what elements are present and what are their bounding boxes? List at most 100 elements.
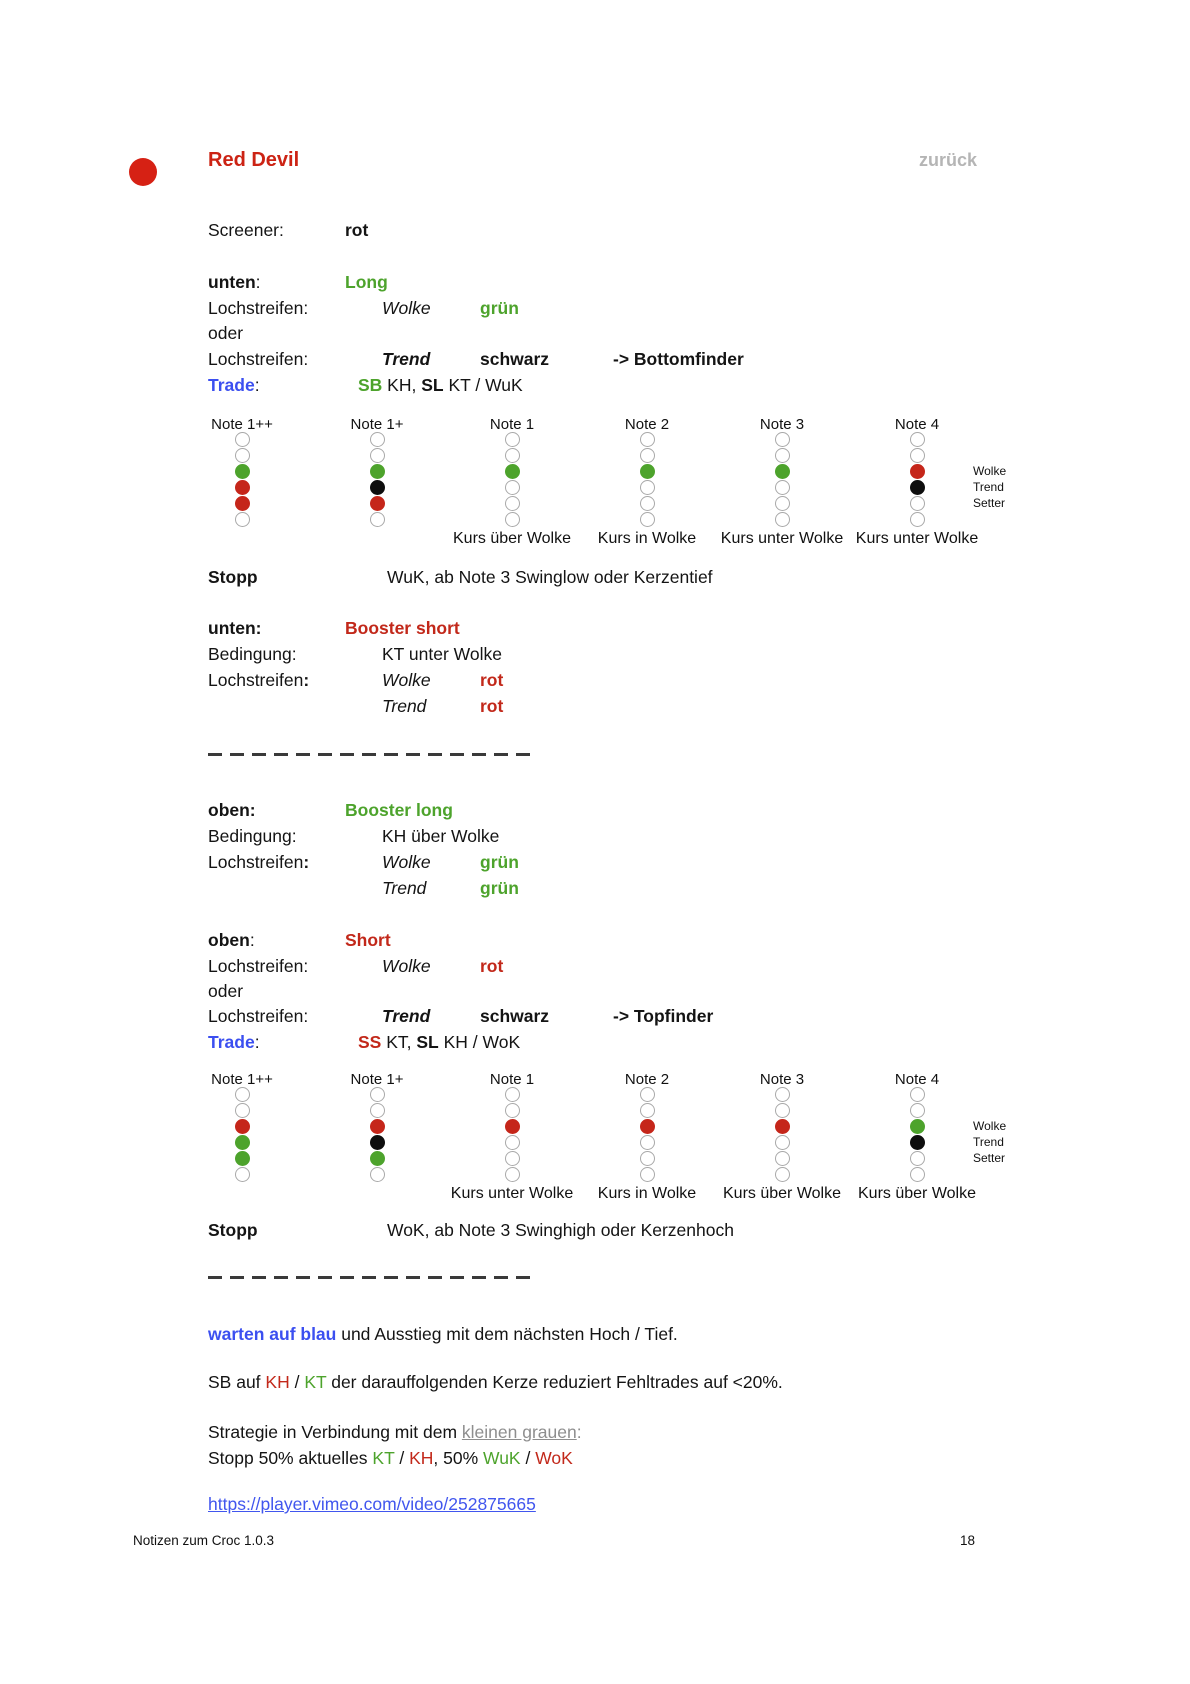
dot-black [909, 480, 925, 495]
empty-circle [639, 1103, 655, 1118]
dot-red [369, 1119, 385, 1134]
dot-green [369, 1151, 385, 1166]
cell-label: https://player.vimeo.com/video/252875665 [208, 1493, 536, 1515]
line-stopp2: Stopp WoK, ab Note 3 Swinghigh oder Kerze… [0, 1219, 1190, 1242]
text-segment: grün [480, 852, 519, 872]
text-segment: KH / WoK [438, 1032, 521, 1052]
empty-circle [504, 480, 520, 495]
text-segment: rot [480, 696, 504, 716]
text-segment: KH [265, 1372, 290, 1392]
text-segment: Bedingung: [208, 826, 297, 846]
text-segment: : [576, 1422, 582, 1442]
empty-circle [369, 1167, 385, 1182]
line-trade_short: Trade: SS KT, SL KH / WoK [0, 1031, 1190, 1054]
empty-circle [234, 432, 250, 447]
vimeo-link[interactable]: https://player.vimeo.com/video/252875665 [208, 1494, 536, 1514]
cell-color: rot [480, 695, 503, 717]
dot-row-label-trend: Trend [973, 1135, 1004, 1149]
kurs-label: Kurs in Wolke [597, 530, 697, 547]
note-column-label: Note 1 [489, 416, 535, 433]
line-bedingung_kt: Bedingung: KT unter Wolke [0, 643, 1190, 666]
kurs-label: Kurs über Wolke [858, 1185, 976, 1202]
text-segment: KT [372, 1448, 395, 1468]
empty-circle [774, 432, 790, 447]
page-footer: Notizen zum Croc 1.0.3 18 [133, 1533, 975, 1548]
kurs-label: Kurs in Wolke [597, 1185, 697, 1202]
line-stopp50: Stopp 50% aktuelles KT / KH, 50% WuK / W… [0, 1447, 1190, 1470]
empty-circle [774, 496, 790, 511]
text-segment: Trend [382, 1006, 431, 1026]
text-segment: schwarz [480, 349, 550, 369]
empty-circle [639, 512, 655, 527]
cell-label: Lochstreifen: [208, 851, 309, 873]
footer-document-title: Notizen zum Croc 1.0.3 [133, 1533, 275, 1548]
cell-sub: Trend [382, 1005, 430, 1027]
line-trend_rot: Trend rot [0, 695, 1190, 718]
cell-label: Screener: [208, 219, 284, 241]
text-segment: : [254, 375, 260, 395]
cell-label: Lochstreifen: [208, 348, 308, 370]
text-segment: Lochstreifen: [208, 956, 309, 976]
cell-label: oben: [208, 929, 255, 951]
cell-stopp: WoK, ab Note 3 Swinghigh oder Kerzenhoch [387, 1219, 734, 1241]
kleinen-grauen-link[interactable]: kleinen grauen [461, 1422, 577, 1442]
empty-circle [774, 1167, 790, 1182]
dot-row-label-setter: Setter [973, 1151, 1006, 1165]
text-segment: Trade [208, 1032, 255, 1052]
line-stopp1: Stopp WuK, ab Note 3 Swinglow oder Kerzen… [0, 566, 1190, 589]
text-segment: : [303, 852, 310, 872]
text-segment: Booster short [345, 618, 460, 638]
text-segment: Wolke [382, 670, 431, 690]
text-segment: rot [480, 956, 504, 976]
dot-row-label-setter: Setter [973, 496, 1006, 510]
cell-label: Lochstreifen: [208, 955, 308, 977]
cell-value: rot [345, 219, 368, 241]
line-loch_trend_schwarz2: Lochstreifen: Trend schwarz -> Topfinder [0, 1005, 1190, 1028]
cell-sub: Wolke [382, 669, 431, 691]
empty-circle [504, 1167, 520, 1182]
text-segment: warten auf blau [208, 1324, 337, 1344]
cell-value: Long [345, 271, 388, 293]
text-segment: grün [480, 878, 519, 898]
text-segment: unten: [208, 618, 262, 638]
text-segment: Lochstreifen [208, 670, 304, 690]
empty-circle [774, 480, 790, 495]
cell-color: grün [480, 877, 519, 899]
text-segment: Trend [382, 696, 427, 716]
dot-row-label-wolke: Wolke [973, 464, 1007, 478]
note-column-label: Note 2 [624, 1071, 670, 1088]
text-segment: Long [345, 272, 388, 292]
cell-trade: SB KH, SL KT / WuK [358, 374, 523, 396]
line-loch_wolke_rot2: Lochstreifen: Wolke rot [0, 955, 1190, 978]
text-segment: / [520, 1448, 536, 1468]
cell-color: grün [480, 851, 519, 873]
empty-circle [774, 512, 790, 527]
dot-green [504, 464, 520, 479]
cell-label: Bedingung: [208, 643, 297, 665]
line-link: https://player.vimeo.com/video/252875665 [0, 1493, 1190, 1516]
text-segment: , 50% [433, 1448, 483, 1468]
kurs-label: Kurs unter Wolke [855, 530, 979, 547]
empty-circle [639, 1087, 655, 1102]
empty-circle [234, 1103, 250, 1118]
cell-sub: Wolke [382, 851, 431, 873]
empty-circle [909, 1087, 925, 1102]
text-segment: Strategie in Verbindung mit dem [208, 1422, 462, 1442]
text-segment: Lochstreifen [208, 852, 304, 872]
text-segment: KH über Wolke [382, 826, 500, 846]
note-column-label: Note 1+ [350, 416, 404, 433]
cell-color: schwarz [480, 348, 549, 370]
text-segment: Stopp [208, 1220, 258, 1240]
empty-circle [774, 1151, 790, 1166]
back-link[interactable]: zurück [918, 150, 977, 170]
line-trend_gruen: Trend grün [0, 877, 1190, 900]
text-segment: Lochstreifen: [208, 298, 309, 318]
empty-circle [504, 1087, 520, 1102]
dot-black [369, 1135, 385, 1150]
empty-circle [504, 1103, 520, 1118]
text-segment: rot [480, 670, 504, 690]
text-segment: KT / WuK [443, 375, 523, 395]
text-segment: Trade [208, 375, 255, 395]
line-screener: Screener: rot [0, 219, 1190, 242]
empty-circle [369, 432, 385, 447]
